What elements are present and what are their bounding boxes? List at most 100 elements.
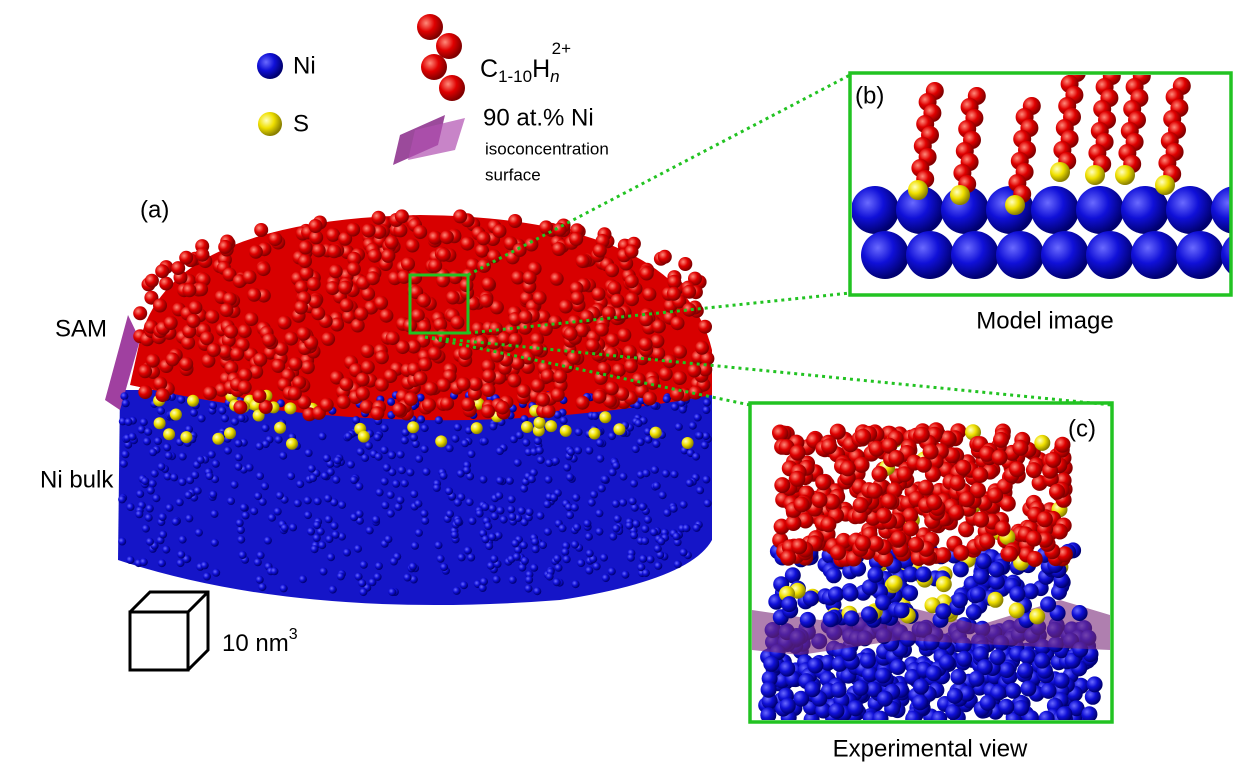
- atom: [247, 288, 261, 302]
- atom: [327, 553, 335, 561]
- atom: [201, 561, 209, 569]
- atom: [274, 422, 286, 434]
- atom: [973, 512, 989, 528]
- atom: [596, 455, 604, 463]
- atom: [177, 396, 185, 404]
- atom: [955, 460, 971, 476]
- atom: [573, 523, 581, 531]
- atom: [428, 231, 442, 245]
- atom: [489, 422, 497, 430]
- atom: [1027, 551, 1043, 567]
- atom: [678, 257, 692, 271]
- atom: [453, 209, 467, 223]
- atom: [362, 224, 376, 238]
- formula-sup: 2+: [552, 39, 571, 58]
- legend-ni: Ni: [293, 52, 316, 79]
- atom: [566, 473, 574, 481]
- atom: [433, 484, 441, 492]
- atom: [950, 475, 966, 491]
- atom: [329, 586, 337, 594]
- atom: [212, 569, 220, 577]
- atom: [386, 331, 400, 345]
- atom: [480, 578, 488, 586]
- atom: [987, 487, 1003, 503]
- atom: [608, 432, 616, 440]
- atom: [381, 446, 389, 454]
- atom: [571, 504, 579, 512]
- atom: [401, 479, 409, 487]
- atom: [358, 431, 370, 443]
- atom: [138, 364, 152, 378]
- atom: [550, 494, 558, 502]
- atom: [774, 477, 790, 493]
- atom: [507, 374, 521, 388]
- atom: [1005, 195, 1025, 215]
- atom: [551, 388, 565, 402]
- atom: [422, 398, 436, 412]
- atom: [281, 524, 289, 532]
- atom: [475, 244, 489, 258]
- atom: [935, 547, 951, 563]
- atom: [497, 507, 505, 515]
- atom: [307, 277, 321, 291]
- atom: [659, 367, 673, 381]
- figure: Ni S C1-10Hn2+ 90 at.% Ni isoconcentrati…: [0, 0, 1233, 764]
- atom: [561, 548, 569, 556]
- atom: [671, 470, 679, 478]
- atom: [361, 360, 375, 374]
- atom: [446, 444, 454, 452]
- atom: [459, 278, 473, 292]
- atom: [390, 558, 398, 566]
- atom: [321, 472, 329, 480]
- atom: [375, 562, 383, 570]
- atom: [861, 606, 877, 622]
- atom: [212, 433, 224, 445]
- atom: [294, 499, 302, 507]
- atom: [534, 437, 542, 445]
- atom: [536, 447, 544, 455]
- atom: [600, 554, 608, 562]
- atom: [599, 411, 611, 423]
- atom: [926, 665, 942, 681]
- atom: [334, 456, 342, 464]
- atom: [544, 528, 552, 536]
- atom: [227, 497, 235, 505]
- atom: [1029, 608, 1045, 624]
- atom: [812, 492, 828, 508]
- atom: [464, 547, 472, 555]
- atom: [120, 392, 128, 400]
- atom: [517, 384, 531, 398]
- atom: [159, 277, 173, 291]
- atom: [566, 511, 574, 519]
- atom: [495, 492, 503, 500]
- atom: [368, 249, 382, 263]
- atom: [570, 291, 584, 305]
- atom: [500, 516, 508, 524]
- atom: [410, 434, 418, 442]
- atom: [435, 541, 443, 549]
- atom: [979, 533, 995, 549]
- atom: [239, 551, 247, 559]
- atom: [588, 499, 596, 507]
- atom: [891, 531, 907, 547]
- atom: [995, 521, 1011, 537]
- atom: [304, 496, 312, 504]
- atom: [186, 476, 194, 484]
- atom: [166, 504, 174, 512]
- label-c: (c): [1068, 415, 1096, 442]
- atom: [544, 476, 552, 484]
- atom: [421, 424, 429, 432]
- chain-icon: [417, 14, 465, 101]
- atom: [122, 399, 130, 407]
- atom: [595, 528, 603, 536]
- atom: [550, 272, 564, 286]
- atom: [875, 668, 891, 684]
- atom: [209, 402, 217, 410]
- atom: [511, 539, 519, 547]
- atom: [176, 498, 184, 506]
- atom: [948, 505, 964, 521]
- atom: [953, 545, 969, 561]
- iso-line1: isoconcentration: [485, 139, 609, 158]
- atom: [553, 370, 567, 384]
- atom: [288, 387, 302, 401]
